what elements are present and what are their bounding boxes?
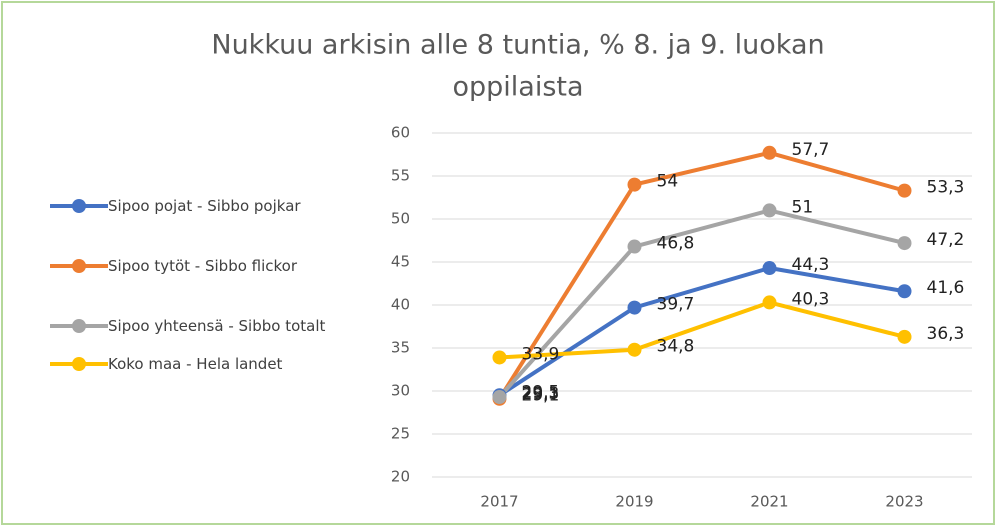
legend-swatch [50,315,108,337]
data-point [897,329,912,344]
x-tick-label: 2021 [750,493,788,511]
legend-label: Sipoo yhteensä - Sibbo totalt [108,317,326,335]
data-point [627,239,642,254]
data-label: 46,8 [657,234,695,254]
legend-swatch [50,353,108,375]
data-point [762,261,777,276]
data-label: 33,9 [522,344,560,364]
y-tick-label: 55 [391,167,410,185]
data-point [627,177,642,192]
legend-swatch [50,195,108,217]
legend-dot [72,319,86,333]
x-tick-label: 2023 [885,493,923,511]
data-label: 40,3 [792,289,830,309]
data-label: 57,7 [792,140,830,160]
x-tick-label: 2017 [480,493,518,511]
series-line [499,300,905,360]
data-point [762,295,777,310]
y-tick-label: 45 [391,253,410,271]
data-point [897,183,912,198]
data-label: 47,2 [927,230,965,250]
y-tick-label: 35 [391,339,410,357]
data-point [492,390,507,405]
data-point [627,300,642,315]
y-tick-label: 30 [391,382,410,400]
y-tick-label: 60 [391,124,410,142]
legend: Sipoo pojat - Sibbo pojkar Sipoo tytöt - … [50,195,350,413]
data-point [897,236,912,251]
data-label: 29,5 [522,382,560,402]
x-tick-label: 2019 [615,493,653,511]
y-tick-label: 25 [391,425,410,443]
chart-title: oppilaista [452,72,583,103]
data-label: 36,3 [927,324,965,344]
legend-dot [72,357,86,371]
legend-dot [72,259,86,273]
data-point [897,284,912,299]
series-line [498,208,905,399]
legend-swatch [50,255,108,277]
y-tick-label: 40 [391,296,410,314]
legend-label: Sipoo pojat - Sibbo pojkar [108,197,301,215]
data-label: 41,6 [927,278,965,298]
data-label: 29,1 [522,386,560,406]
data-label: 29,3 [522,384,560,404]
chart-title: Nukkuu arkisin alle 8 tuntia, % 8. ja 9.… [211,30,824,61]
data-point [762,203,777,218]
data-point [762,145,777,160]
data-label: 44,3 [792,255,830,275]
legend-item: Koko maa - Hela landet [50,353,350,375]
legend-item: Sipoo pojat - Sibbo pojkar [50,195,350,217]
series-line [497,150,906,400]
y-tick-label: 50 [391,210,410,228]
data-label: 54 [657,172,679,192]
y-tick-label: 20 [391,468,410,486]
data-point [627,342,642,357]
data-label: 53,3 [927,178,965,198]
legend-item: Sipoo yhteensä - Sibbo totalt [50,315,350,337]
series-line [498,266,905,397]
data-label: 39,7 [657,295,695,315]
legend-dot [72,199,86,213]
legend-label: Sipoo tytöt - Sibbo flickor [108,257,298,275]
legend-label: Koko maa - Hela landet [108,355,283,373]
data-label: 34,8 [657,337,695,357]
legend-item: Sipoo tytöt - Sibbo flickor [50,255,350,277]
data-label: 51 [792,197,814,217]
data-point [492,350,507,365]
